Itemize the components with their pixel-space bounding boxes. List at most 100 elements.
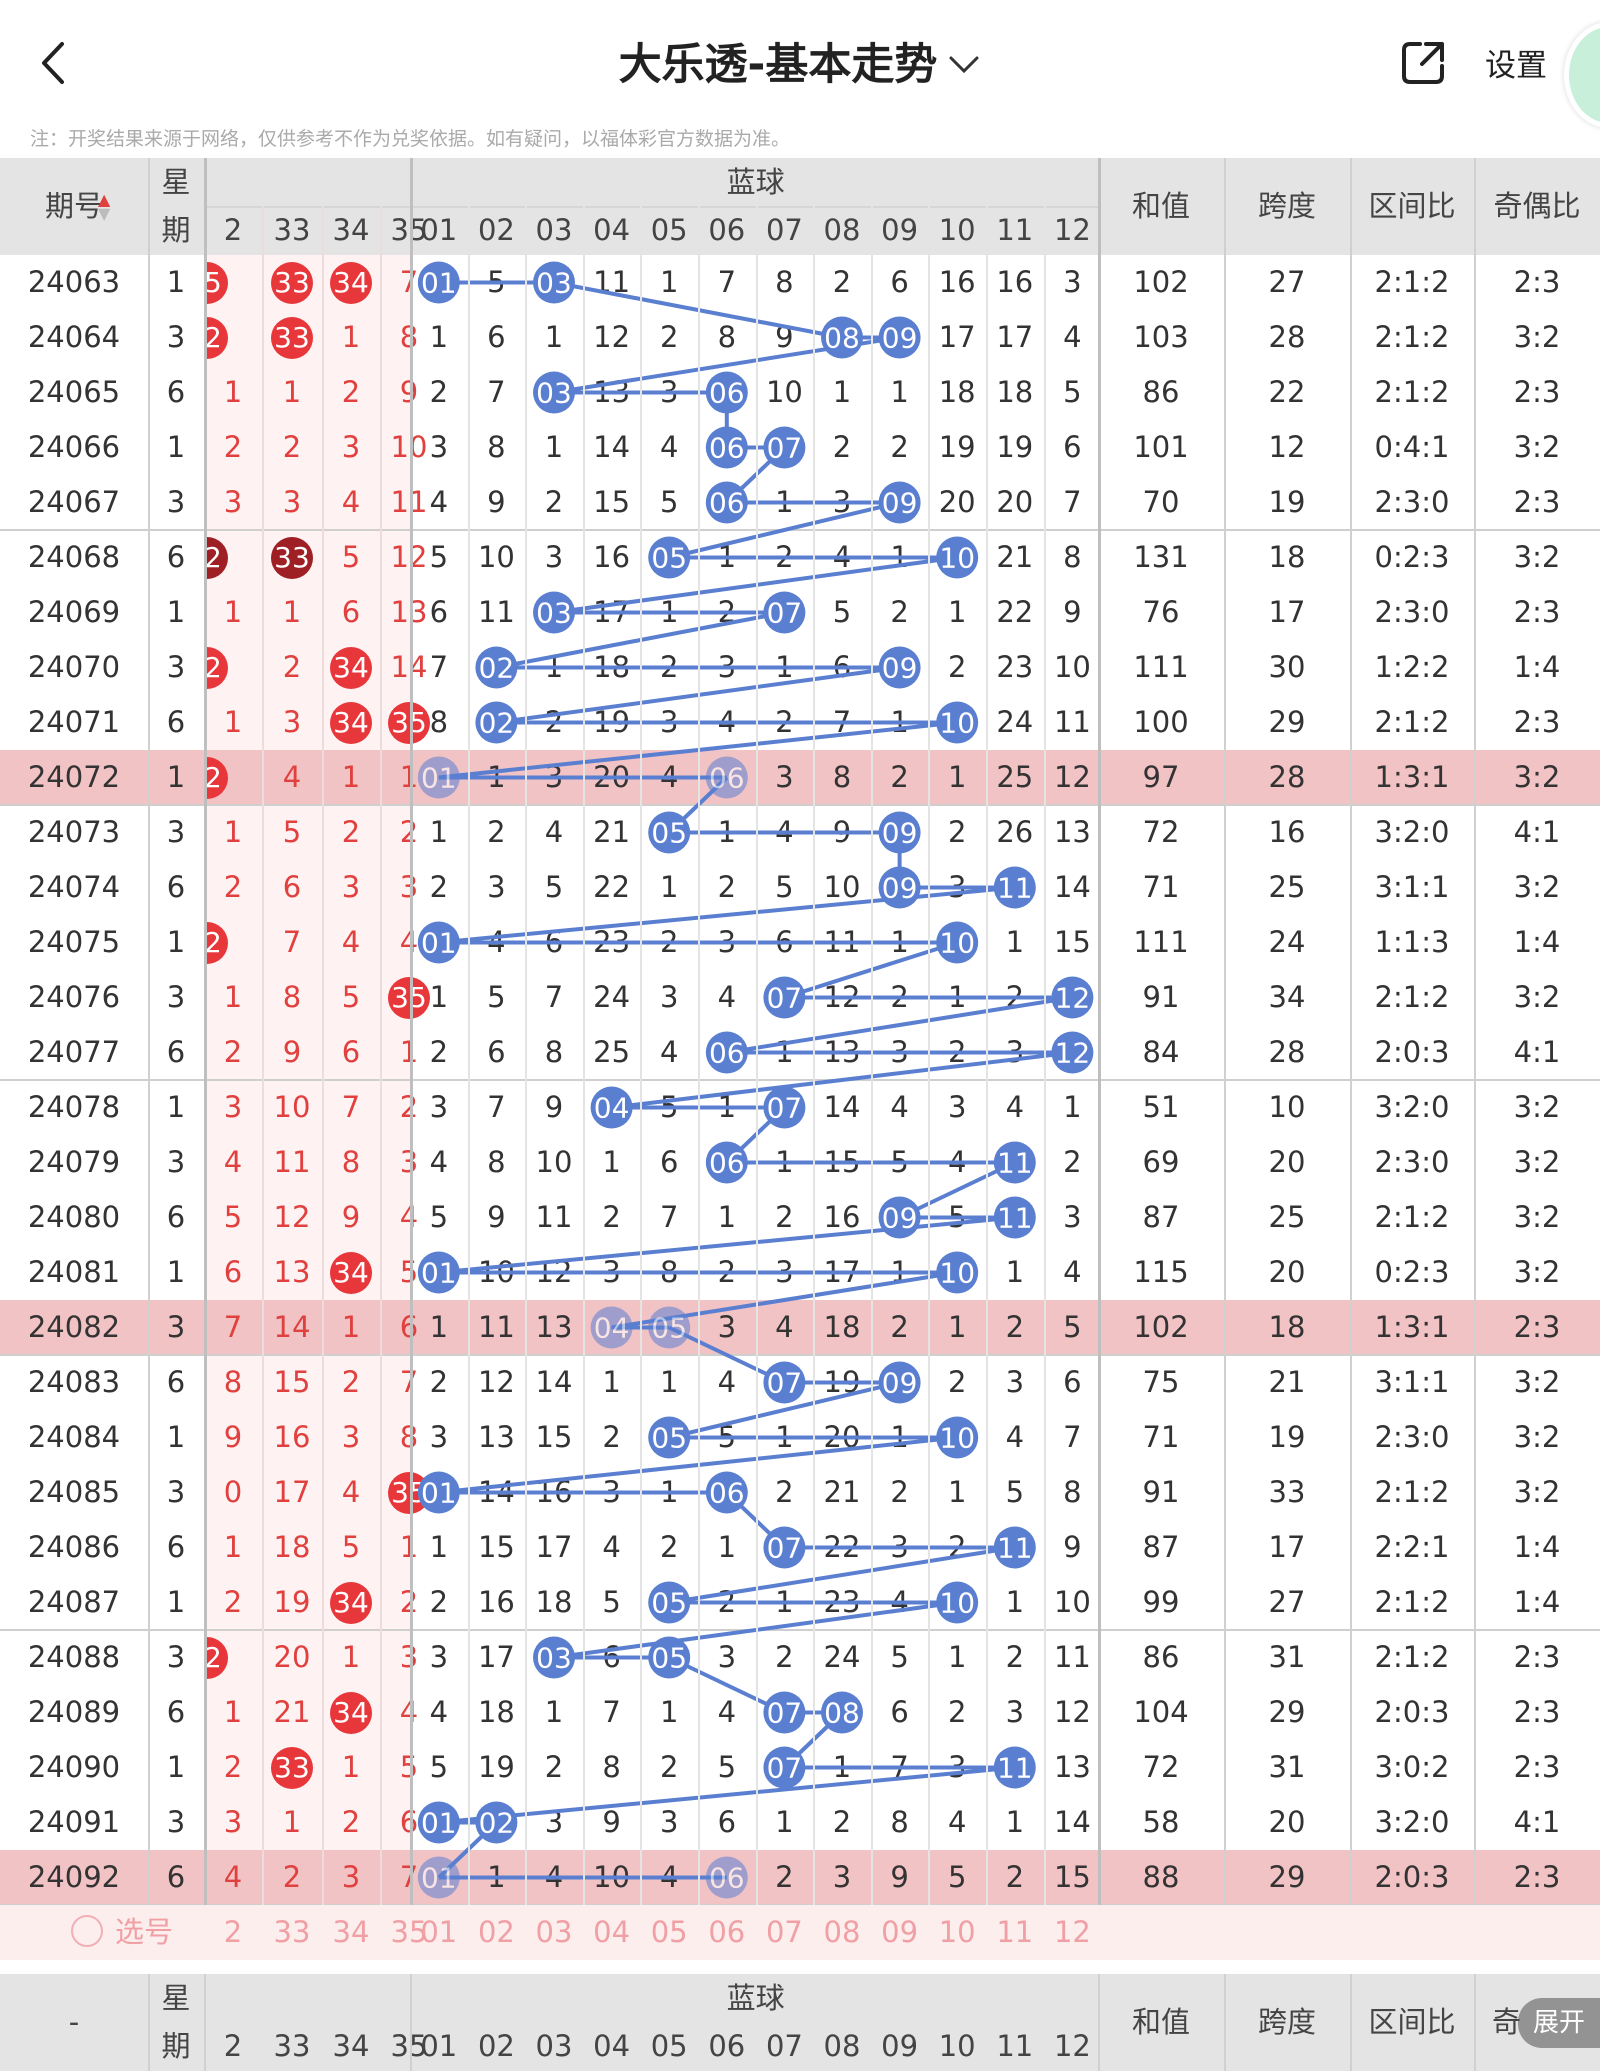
span-cell: 19	[1268, 1420, 1306, 1454]
blue-miss-cell: 7	[717, 265, 737, 299]
footer-weekday-bottom: 期	[161, 2029, 191, 2063]
select-blue-number[interactable]: 01	[420, 1915, 458, 1949]
table-row[interactable]: 2408961213444181714070862312104292:0:32:…	[0, 1685, 1600, 1740]
settings-button[interactable]: 设置	[1485, 48, 1547, 84]
sort-arrow-down-icon[interactable]: ▼	[98, 204, 111, 223]
zone-cell: 3:1:1	[1374, 870, 1450, 904]
table-row[interactable]: 240883220133170360532245121186312:1:22:3	[0, 1630, 1600, 1685]
select-blue-number[interactable]: 08	[823, 1915, 861, 1949]
blue-miss-cell: 3	[947, 1090, 967, 1124]
blue-hit-cell: 02	[468, 1795, 526, 1850]
table-row[interactable]: 24073315221242105149092261372163:2:04:1	[0, 805, 1600, 860]
zone-cell: 0:2:3	[1374, 540, 1450, 574]
table-row[interactable]: 24087121934221618505212341011099272:1:21…	[0, 1575, 1600, 1630]
select-blue-number[interactable]: 07	[765, 1915, 803, 1949]
select-blue-number[interactable]: 09	[881, 1915, 919, 1949]
blue-miss-cell: 18	[823, 1310, 861, 1344]
select-red-number[interactable]: 35	[390, 1915, 428, 1949]
select-number-button[interactable]: 选号	[40, 1905, 204, 1960]
table-row[interactable]: 240751274401462323611110115111241:1:31:4	[0, 915, 1600, 970]
table-row[interactable]: 240866118511151742107223211987172:2:11:4	[0, 1520, 1600, 1575]
sum-cell: 131	[1133, 540, 1189, 574]
table-row[interactable]: 240913312601023936128411458203:2:04:1	[0, 1795, 1600, 1850]
table-row[interactable]: 24076318535157243407122121291342:1:23:2	[0, 970, 1600, 1025]
table-row[interactable]: 24071613343580221934271102411100292:1:22…	[0, 695, 1600, 750]
blue-miss-cell: 2	[602, 1200, 621, 1234]
zone-cell: 3:1:1	[1374, 1365, 1450, 1399]
blue-miss-cell: 2	[429, 1365, 449, 1399]
table-row[interactable]: 2406432331816112289080917174103282:1:23:…	[0, 310, 1600, 365]
table-row[interactable]: 240656112927031330610111818586222:1:22:3	[0, 365, 1600, 420]
column-sum: 和值	[1131, 189, 1190, 223]
span-cell: 31	[1268, 1750, 1306, 1784]
table-row[interactable]: 24063153334701503111782616163102272:1:22…	[0, 255, 1600, 310]
odd-even-cell: 2:3	[1513, 1860, 1561, 1894]
blue-miss-cell: 18	[477, 1695, 515, 1729]
blue-miss-cell: 11	[477, 595, 515, 629]
back-arrow-icon[interactable]	[30, 38, 80, 88]
select-red-number[interactable]: 2	[223, 1915, 243, 1949]
radio-icon[interactable]	[70, 1915, 103, 1947]
table-row[interactable]: 2408237141611113040534182125102181:3:12:…	[0, 1300, 1600, 1355]
blue-hit-cell: 09	[871, 1355, 929, 1410]
red-cell: 2	[223, 1750, 243, 1784]
table-row[interactable]: 24092 6 4 2 3 701 1 4 10 4 06 2 3 9 5 2 15 88 29 2:0:3 2:3	[0, 1850, 1600, 1905]
sort-arrow-icon[interactable]: ▲	[98, 190, 111, 209]
table-row[interactable]: 2408530174350114163106221215891332:1:23:…	[0, 1465, 1600, 1520]
select-blue-number[interactable]: 03	[535, 1915, 573, 1949]
table-row[interactable]: 240841916383131520551201104771192:3:03:2	[0, 1410, 1600, 1465]
sum-cell: 58	[1142, 1805, 1180, 1839]
table-row[interactable]: 2407762961268254061133231284282:0:34:1	[0, 1025, 1600, 1080]
blue-miss-cell: 23	[593, 925, 631, 959]
weekday-cell: 3	[166, 815, 186, 849]
share-icon[interactable]	[1396, 36, 1450, 90]
table-row[interactable]: 24080651294591127121609511387252:1:23:2	[0, 1190, 1600, 1245]
select-blue-number[interactable]: 12	[1053, 1915, 1091, 1949]
blue-miss-cell: 18	[996, 375, 1034, 409]
blue-miss-cell: 3	[775, 760, 794, 794]
table-row[interactable]: 24079341183481016061155411269202:3:03:2	[0, 1135, 1600, 1190]
expand-button[interactable]: 展开	[1518, 1998, 1600, 2048]
select-red-number[interactable]: 34	[332, 1915, 370, 1949]
zone-cell: 2:1:2	[1374, 265, 1450, 299]
blue-miss-cell: 1	[947, 1475, 967, 1509]
blue-miss-cell: 21	[996, 540, 1034, 574]
blue-miss-cell: 2	[1005, 980, 1025, 1014]
table-row[interactable]: 2406612231038114406072219196101120:4:13:…	[0, 420, 1600, 475]
table-row[interactable]: 24070322341470211823160922310111301:2:21…	[0, 640, 1600, 695]
zone-cell: 2:1:2	[1374, 1585, 1450, 1619]
odd-even-cell: 3:2	[1513, 430, 1561, 464]
blue-miss-cell: 7	[1063, 1420, 1082, 1454]
sum-cell: 102	[1133, 1310, 1189, 1344]
blue-miss-cell: 1	[487, 1860, 506, 1894]
blue-miss-cell: 3	[429, 1640, 449, 1674]
table-row[interactable]: 24090123315519282507173111372313:0:22:3	[0, 1740, 1600, 1795]
red-cell: 1	[223, 595, 243, 629]
table-row[interactable]: 240673334114921550613092020770192:3:02:3	[0, 475, 1600, 530]
footer-divider	[148, 1974, 150, 2071]
table-row[interactable]: 24072124110113204063821251297281:3:13:2	[0, 750, 1600, 805]
table-row[interactable]: 240691116136110317120752122976172:3:02:3	[0, 585, 1600, 640]
blue-miss-cell: 1	[544, 430, 564, 464]
table-row[interactable]: 24074626332352212510093111471253:1:13:2	[0, 860, 1600, 915]
blue-miss-cell: 2	[890, 980, 909, 1014]
blue-miss-cell: 21	[593, 815, 631, 849]
red-cell: 8	[399, 1420, 419, 1454]
table-row[interactable]: 24081 1 6 13 34 501 10 12 3 8 2 3 17 1 10 1 4 115 20 0:2:3 3…	[0, 1245, 1600, 1300]
column-red-34: 34	[332, 213, 370, 247]
table-row[interactable]: 24068623351251031605124110218131180:2:33…	[0, 530, 1600, 585]
page-title[interactable]: 大乐透-基本走势	[0, 30, 1600, 92]
blue-miss-cell: 1	[487, 760, 506, 794]
blue-hit-cell: 05	[640, 530, 698, 585]
table-row[interactable]: 2407813107237904510714434151103:2:03:2	[0, 1080, 1600, 1135]
select-blue-number[interactable]: 11	[996, 1915, 1034, 1949]
select-blue-number[interactable]: 10	[938, 1915, 976, 1949]
select-red-number[interactable]: 33	[273, 1915, 311, 1949]
select-blue-number[interactable]: 06	[708, 1915, 746, 1949]
table-row[interactable]: 240836815272121411407190923675213:1:13:2	[0, 1355, 1600, 1410]
select-number-row[interactable]: 选号 2 33 34 35 01 02 03 04 05 06 07 08 09 10 11 12	[0, 1905, 1600, 1960]
select-blue-number[interactable]: 05	[650, 1915, 688, 1949]
select-blue-number[interactable]: 02	[477, 1915, 515, 1949]
blue-miss-cell: 5	[659, 1090, 679, 1124]
select-blue-number[interactable]: 04	[593, 1915, 631, 1949]
